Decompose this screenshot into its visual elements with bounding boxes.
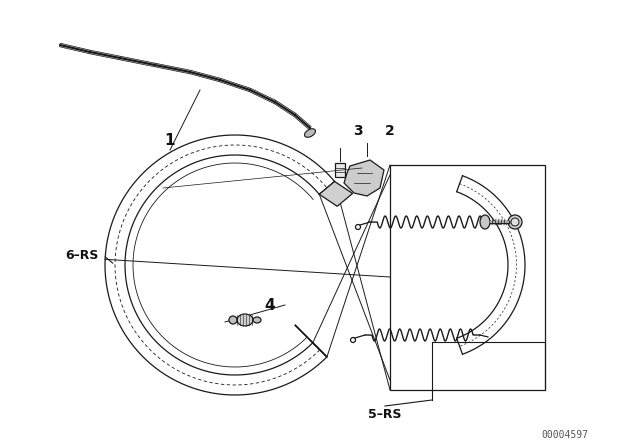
Ellipse shape: [508, 215, 522, 229]
Ellipse shape: [480, 215, 490, 229]
Polygon shape: [220, 78, 251, 92]
Text: 6–RS: 6–RS: [65, 249, 99, 262]
Text: 2: 2: [385, 124, 395, 138]
FancyBboxPatch shape: [335, 163, 345, 177]
Text: 1: 1: [164, 133, 175, 147]
Text: 5–RS: 5–RS: [368, 408, 402, 421]
Text: 4: 4: [265, 297, 275, 313]
Polygon shape: [319, 181, 353, 206]
Text: 3: 3: [353, 124, 363, 138]
Ellipse shape: [305, 129, 316, 137]
Ellipse shape: [511, 218, 519, 226]
Polygon shape: [120, 56, 156, 67]
Polygon shape: [274, 100, 296, 116]
Polygon shape: [155, 63, 190, 74]
Polygon shape: [189, 70, 220, 82]
Text: 00004597: 00004597: [541, 430, 589, 440]
Polygon shape: [344, 160, 384, 196]
Ellipse shape: [237, 314, 253, 326]
Polygon shape: [249, 88, 276, 103]
Ellipse shape: [253, 317, 261, 323]
Polygon shape: [295, 325, 327, 357]
Polygon shape: [60, 43, 90, 54]
Ellipse shape: [229, 316, 237, 324]
Polygon shape: [90, 50, 120, 60]
Polygon shape: [294, 114, 311, 129]
